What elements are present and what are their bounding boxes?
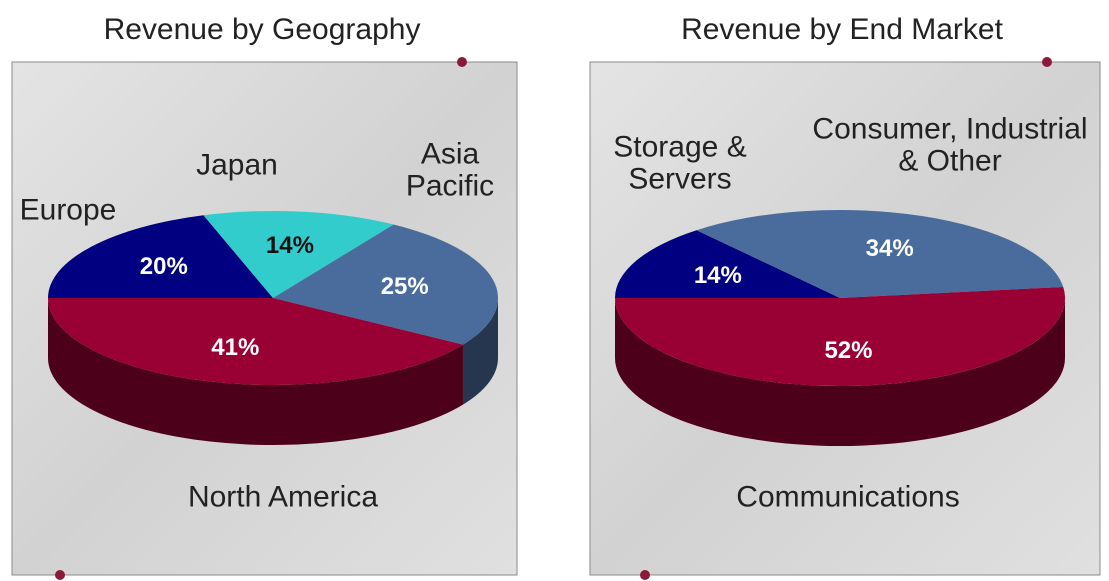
corner-dot (640, 570, 650, 580)
slice (615, 286, 1065, 386)
chart-title: Revenue by End Market (681, 13, 1003, 46)
slice (615, 230, 840, 298)
chart-title: Revenue by Geography (103, 13, 421, 46)
category-label: Storage & Servers (613, 130, 747, 195)
slice (48, 298, 463, 385)
slice (48, 215, 273, 298)
data-label: 20% (139, 253, 188, 281)
slice-side (462, 298, 498, 405)
category-label: Consumer, Industrial & Other (812, 112, 1088, 177)
corner-dot (457, 57, 467, 67)
data-label: 52% (824, 336, 873, 364)
data-label: 25% (380, 272, 429, 300)
category-label: Japan (196, 148, 278, 182)
data-label: 34% (865, 234, 914, 262)
corner-dot (1042, 57, 1052, 67)
data-label: 14% (265, 232, 314, 260)
slice-side (48, 298, 463, 445)
slice (696, 209, 1064, 298)
slice-side (615, 298, 1065, 446)
category-label: Communications (736, 480, 960, 514)
data-label: 14% (693, 261, 742, 289)
data-label: 41% (211, 334, 260, 362)
category-label: North America (187, 480, 379, 514)
slice (203, 211, 394, 298)
slice (273, 224, 498, 345)
corner-dot (55, 570, 65, 580)
category-label: Europe (19, 193, 117, 227)
category-label: Asia Pacific (405, 137, 495, 202)
